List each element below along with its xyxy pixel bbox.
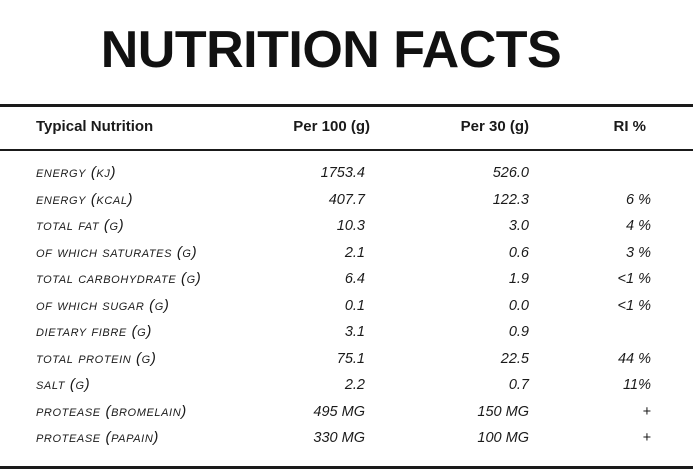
per-100-value: 495 MG [313, 403, 365, 420]
nutrient-name: TOTAL CARBOHYDRATE (G) [36, 270, 202, 287]
top-divider [0, 104, 693, 107]
nutrient-name: TOTAL FAT (G) [36, 217, 125, 234]
per-100-value: 2.1 [344, 244, 365, 261]
nutrient-name: ENERGY (KCAL) [36, 190, 134, 208]
ri-value: 44 % [617, 350, 651, 367]
table-row: ENERGY (KCAL) 407.7 122.3 6 % [0, 190, 693, 217]
header-ri: RI % [613, 118, 646, 135]
table-row: SALT (G) 2.2 0.7 11% [0, 375, 693, 402]
nutrient-name: ENERGY (KJ) [36, 164, 117, 181]
header-divider [0, 149, 693, 151]
table-row: PROTEASE (PAPAIN) 330 MG 100 MG + [0, 428, 693, 455]
per-30-value: 3.0 [508, 218, 529, 234]
table-row: OF WHICH SATURATES (G) 2.1 0.6 3 % [0, 243, 693, 270]
per-30-value: 22.5 [500, 350, 529, 367]
nutrient-name: SALT (G) [36, 376, 91, 393]
per-30-value: 150 MG [477, 403, 529, 420]
per-100-value: 75.1 [336, 350, 365, 367]
page-title: NUTRITION FACTS [100, 21, 562, 79]
per-30-value: 100 MG [477, 430, 529, 446]
ri-value: <1 % [617, 271, 651, 287]
ri-value: <1 % [617, 297, 651, 314]
per-30-value: 0.0 [508, 297, 529, 314]
per-100-value: 6.4 [344, 271, 365, 287]
header-per-30: Per 30 (g) [460, 118, 529, 135]
table-row: OF WHICH SUGAR (G) 0.1 0.0 <1 % [0, 296, 693, 323]
table-row: TOTAL FAT (G) 10.3 3.0 4 % [0, 216, 693, 243]
per-30-value: 1.9 [508, 271, 529, 287]
per-100-value: 330 MG [313, 430, 365, 446]
per-30-value: 0.6 [508, 244, 529, 261]
ri-value: + [642, 430, 651, 446]
per-100-value: 2.2 [344, 377, 365, 393]
per-30-value: 0.9 [508, 324, 529, 340]
per-30-value: 0.7 [508, 377, 529, 393]
per-100-value: 407.7 [328, 191, 365, 208]
ri-value: 4 % [626, 218, 651, 234]
table-row: TOTAL PROTEIN (G) 75.1 22.5 44 % [0, 349, 693, 376]
per-100-value: 10.3 [336, 218, 365, 234]
table-row: ENERGY (KJ) 1753.4 526.0 [0, 163, 693, 190]
ri-value: 11% [623, 377, 651, 393]
table-row: PROTEASE (BROMELAIN) 495 MG 150 MG + [0, 402, 693, 429]
header-per-100: Per 100 (g) [293, 118, 370, 135]
table-header: Typical Nutrition Per 100 (g) Per 30 (g)… [0, 118, 693, 140]
per-30-value: 526.0 [492, 165, 529, 181]
ri-value: 3 % [626, 244, 651, 261]
per-100-value: 0.1 [344, 297, 365, 314]
nutrition-table-body: ENERGY (KJ) 1753.4 526.0 ENERGY (KCAL) 4… [0, 163, 693, 455]
nutrient-name: TOTAL PROTEIN (G) [36, 349, 157, 367]
bottom-divider [0, 466, 693, 469]
per-100-value: 3.1 [344, 324, 365, 340]
nutrient-name: PROTEASE (BROMELAIN) [36, 402, 187, 420]
header-typical-nutrition: Typical Nutrition [36, 118, 154, 135]
table-row: DIETARY FIBRE (G) 3.1 0.9 [0, 322, 693, 349]
per-100-value: 1753.4 [320, 165, 365, 181]
table-row: TOTAL CARBOHYDRATE (G) 6.4 1.9 <1 % [0, 269, 693, 296]
nutrient-name: PROTEASE (PAPAIN) [36, 429, 159, 446]
nutrient-name: OF WHICH SUGAR (G) [36, 296, 170, 314]
ri-value: 6 % [626, 191, 651, 208]
ri-value: + [642, 403, 651, 420]
nutrient-name: OF WHICH SATURATES (G) [36, 243, 198, 261]
per-30-value: 122.3 [492, 191, 529, 208]
nutrient-name: DIETARY FIBRE (G) [36, 323, 152, 340]
